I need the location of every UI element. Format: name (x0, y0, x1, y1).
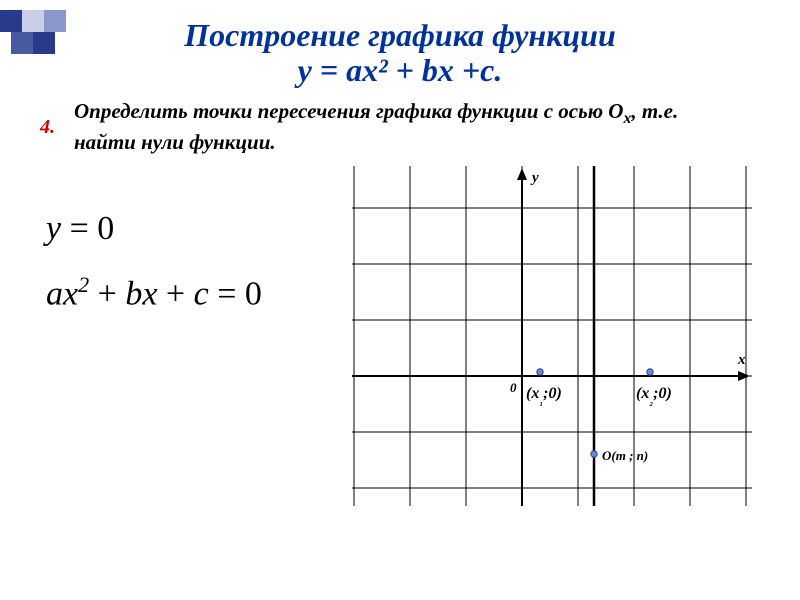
svg-text:0: 0 (510, 380, 517, 395)
title-line-2: y = ax² + bx +c. (0, 53, 800, 88)
coordinate-graph: yx0(x₁;0)(x₂;0)O(m ; n) (352, 166, 752, 506)
svg-text:O(m ; n): O(m ; n) (602, 448, 648, 463)
graph-container: yx0(x₁;0)(x₂;0)O(m ; n) (334, 166, 770, 506)
corner-decoration (0, 0, 120, 60)
svg-text:x: x (737, 352, 746, 368)
equation-1: y = 0 (46, 210, 334, 248)
equation-2: ax2 + bx + c = 0 (46, 272, 334, 313)
svg-text:y: y (530, 170, 539, 186)
equations-block: y = 0 ax2 + bx + c = 0 (34, 166, 334, 337)
step-row: 4. Определить точки пересечения графика … (0, 88, 800, 155)
step-number: 4. (40, 98, 74, 139)
title-line-1: Построение графика функции (0, 18, 800, 53)
slide-title: Построение графика функции y = ax² + bx … (0, 0, 800, 88)
step-text: Определить точки пересечения графика фун… (74, 98, 740, 155)
body-area: y = 0 ax2 + bx + c = 0 yx0(x₁;0)(x₂;0)O(… (0, 156, 800, 506)
